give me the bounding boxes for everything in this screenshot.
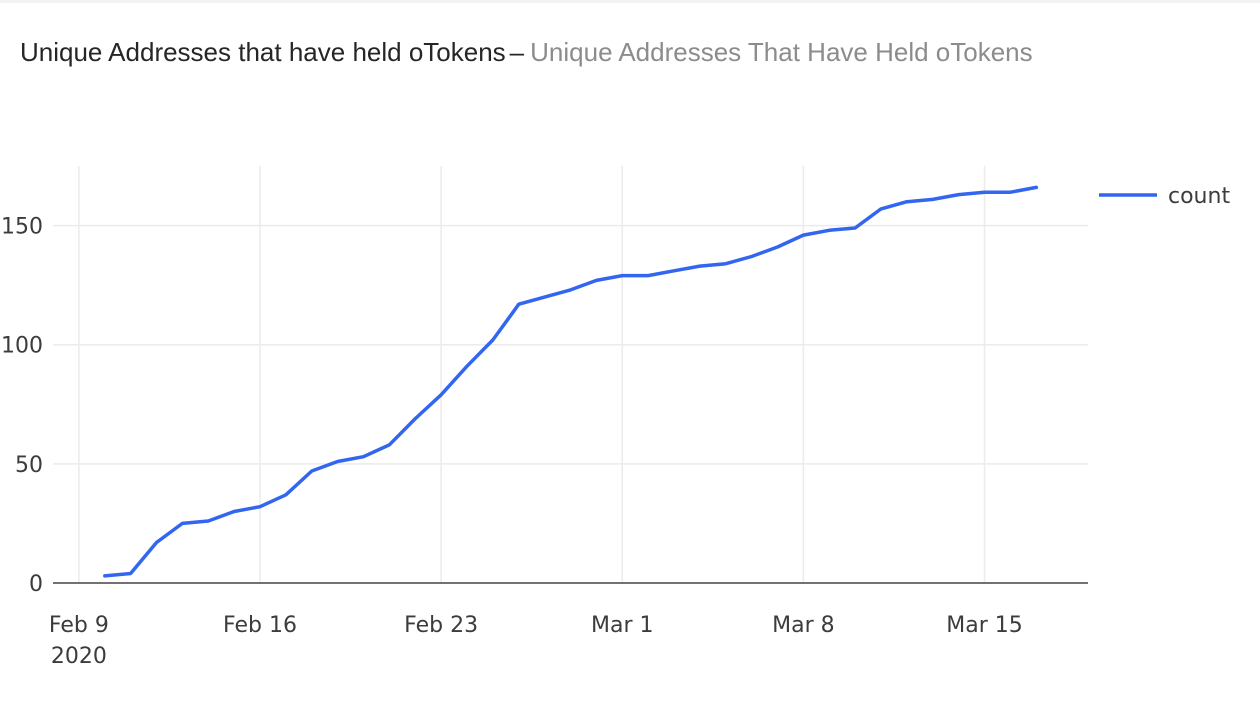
series-line-count: [103, 185, 1039, 578]
data-point: [619, 273, 625, 279]
chart-subtitle: Unique Addresses That Have Held oTokens: [530, 37, 1033, 67]
data-point: [102, 573, 108, 579]
data-point: [982, 189, 988, 195]
data-point: [697, 263, 703, 269]
data-point: [309, 468, 315, 474]
data-point: [464, 363, 470, 369]
gridlines: [53, 166, 1088, 583]
x-tick-label: Feb 9: [49, 613, 109, 638]
y-tick-label: 100: [1, 334, 43, 359]
data-point: [749, 254, 755, 260]
data-point: [154, 539, 160, 545]
data-point: [671, 268, 677, 274]
data-point: [386, 442, 392, 448]
chart-header: Unique Addresses that have held oTokens –…: [20, 34, 1033, 70]
data-point: [800, 232, 806, 238]
x-tick-sublabel: 2020: [51, 644, 107, 669]
data-point: [361, 454, 367, 460]
legend-label: count: [1168, 184, 1230, 209]
top-divider: [0, 0, 1260, 3]
data-point: [438, 392, 444, 398]
series-layer: [102, 184, 1039, 579]
data-point: [904, 199, 910, 205]
data-point: [412, 416, 418, 422]
data-point: [179, 520, 185, 526]
data-point: [335, 458, 341, 464]
data-point: [568, 287, 574, 293]
data-point: [826, 227, 832, 233]
data-point: [542, 294, 548, 300]
y-tick-label: 50: [15, 453, 43, 478]
data-point: [878, 206, 884, 212]
data-point: [852, 225, 858, 231]
data-point: [593, 277, 599, 283]
x-tick-label: Mar 1: [591, 613, 654, 638]
data-point: [1033, 184, 1039, 190]
title-separator: –: [509, 37, 525, 67]
y-tick-label: 150: [1, 215, 43, 240]
x-tick-label: Mar 8: [772, 613, 835, 638]
data-point: [956, 192, 962, 198]
data-point: [930, 196, 936, 202]
data-point: [1007, 189, 1013, 195]
data-point: [723, 261, 729, 267]
data-point: [775, 244, 781, 250]
x-tick-label: Mar 15: [946, 613, 1023, 638]
chart-title: Unique Addresses that have held oTokens: [20, 37, 506, 67]
data-point: [283, 492, 289, 498]
data-point: [231, 509, 237, 515]
legend-item[interactable]: count: [1099, 184, 1230, 209]
legend[interactable]: count: [1099, 184, 1230, 209]
data-point: [490, 337, 496, 343]
data-point: [516, 301, 522, 307]
data-point: [257, 504, 263, 510]
x-tick-label: Feb 16: [223, 613, 297, 638]
data-point: [128, 570, 134, 576]
y-tick-label: 0: [29, 572, 43, 597]
data-point: [645, 273, 651, 279]
data-point: [205, 518, 211, 524]
x-tick-label: Feb 23: [404, 613, 478, 638]
axes: Feb 9 2020 Feb 16 Feb 23 Mar 1 Mar 8 Mar 15 0 50…: [1, 215, 1088, 669]
